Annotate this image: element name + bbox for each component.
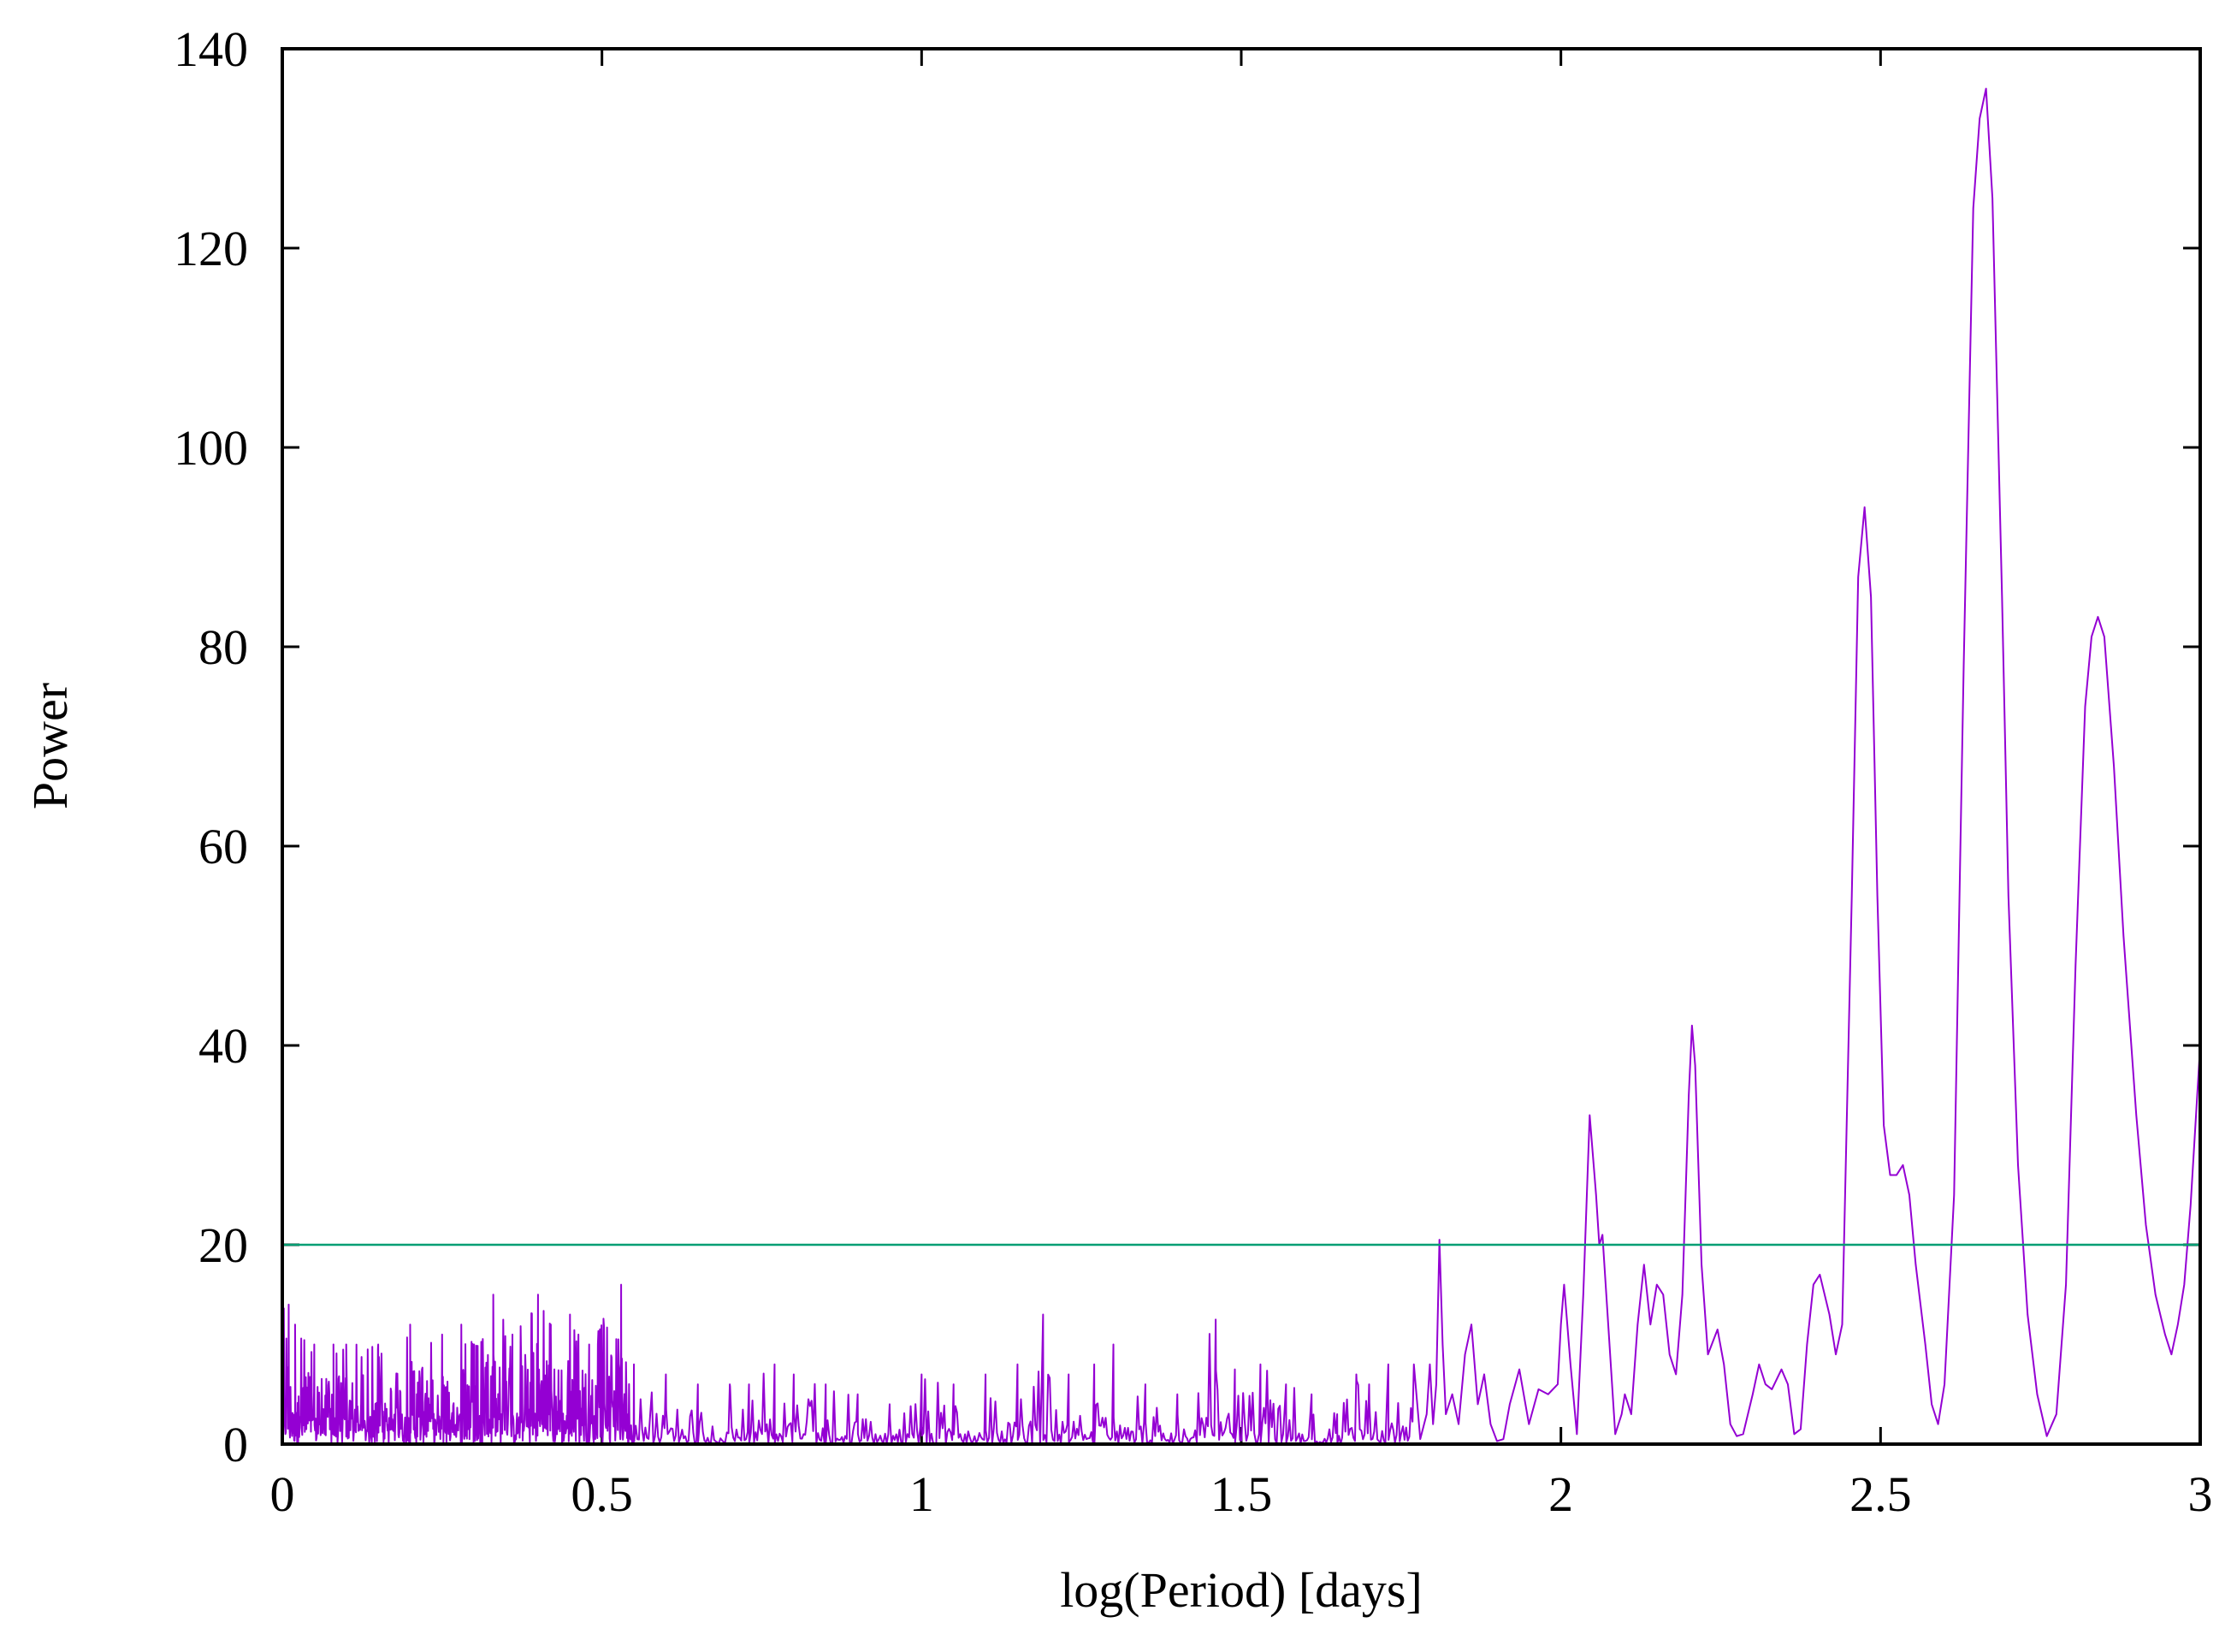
y-tick-label: 100 — [174, 420, 248, 476]
y-tick-label: 120 — [174, 221, 248, 276]
x-tick-label: 1.5 — [1210, 1466, 1273, 1522]
plot-frame — [281, 47, 2202, 1446]
power-spectrum-line — [281, 87, 2201, 1445]
x-tick-label: 0 — [270, 1466, 295, 1522]
y-tick-label: 40 — [198, 1018, 248, 1074]
x-tick-label: 1 — [909, 1466, 934, 1522]
tick-labels: 0 0.5 1 1.5 2 2.5 3 0 20 40 60 80 100 120 140 — [174, 21, 2213, 1522]
y-tick-label: 20 — [198, 1217, 248, 1273]
x-tick-label: 2 — [1548, 1466, 1573, 1522]
y-tick-label: 60 — [198, 819, 248, 874]
x-axis-title: log(Period) [days] — [1060, 1562, 1423, 1618]
y-axis-title: Power — [22, 683, 78, 809]
x-tick-label: 2.5 — [1849, 1466, 1912, 1522]
y-tick-label: 80 — [198, 619, 248, 675]
plot-series — [281, 87, 2201, 1445]
y-tick-label: 0 — [223, 1417, 248, 1472]
y-tick-label: 140 — [174, 21, 248, 77]
x-tick-label: 3 — [2188, 1466, 2213, 1522]
x-tick-label: 0.5 — [571, 1466, 633, 1522]
